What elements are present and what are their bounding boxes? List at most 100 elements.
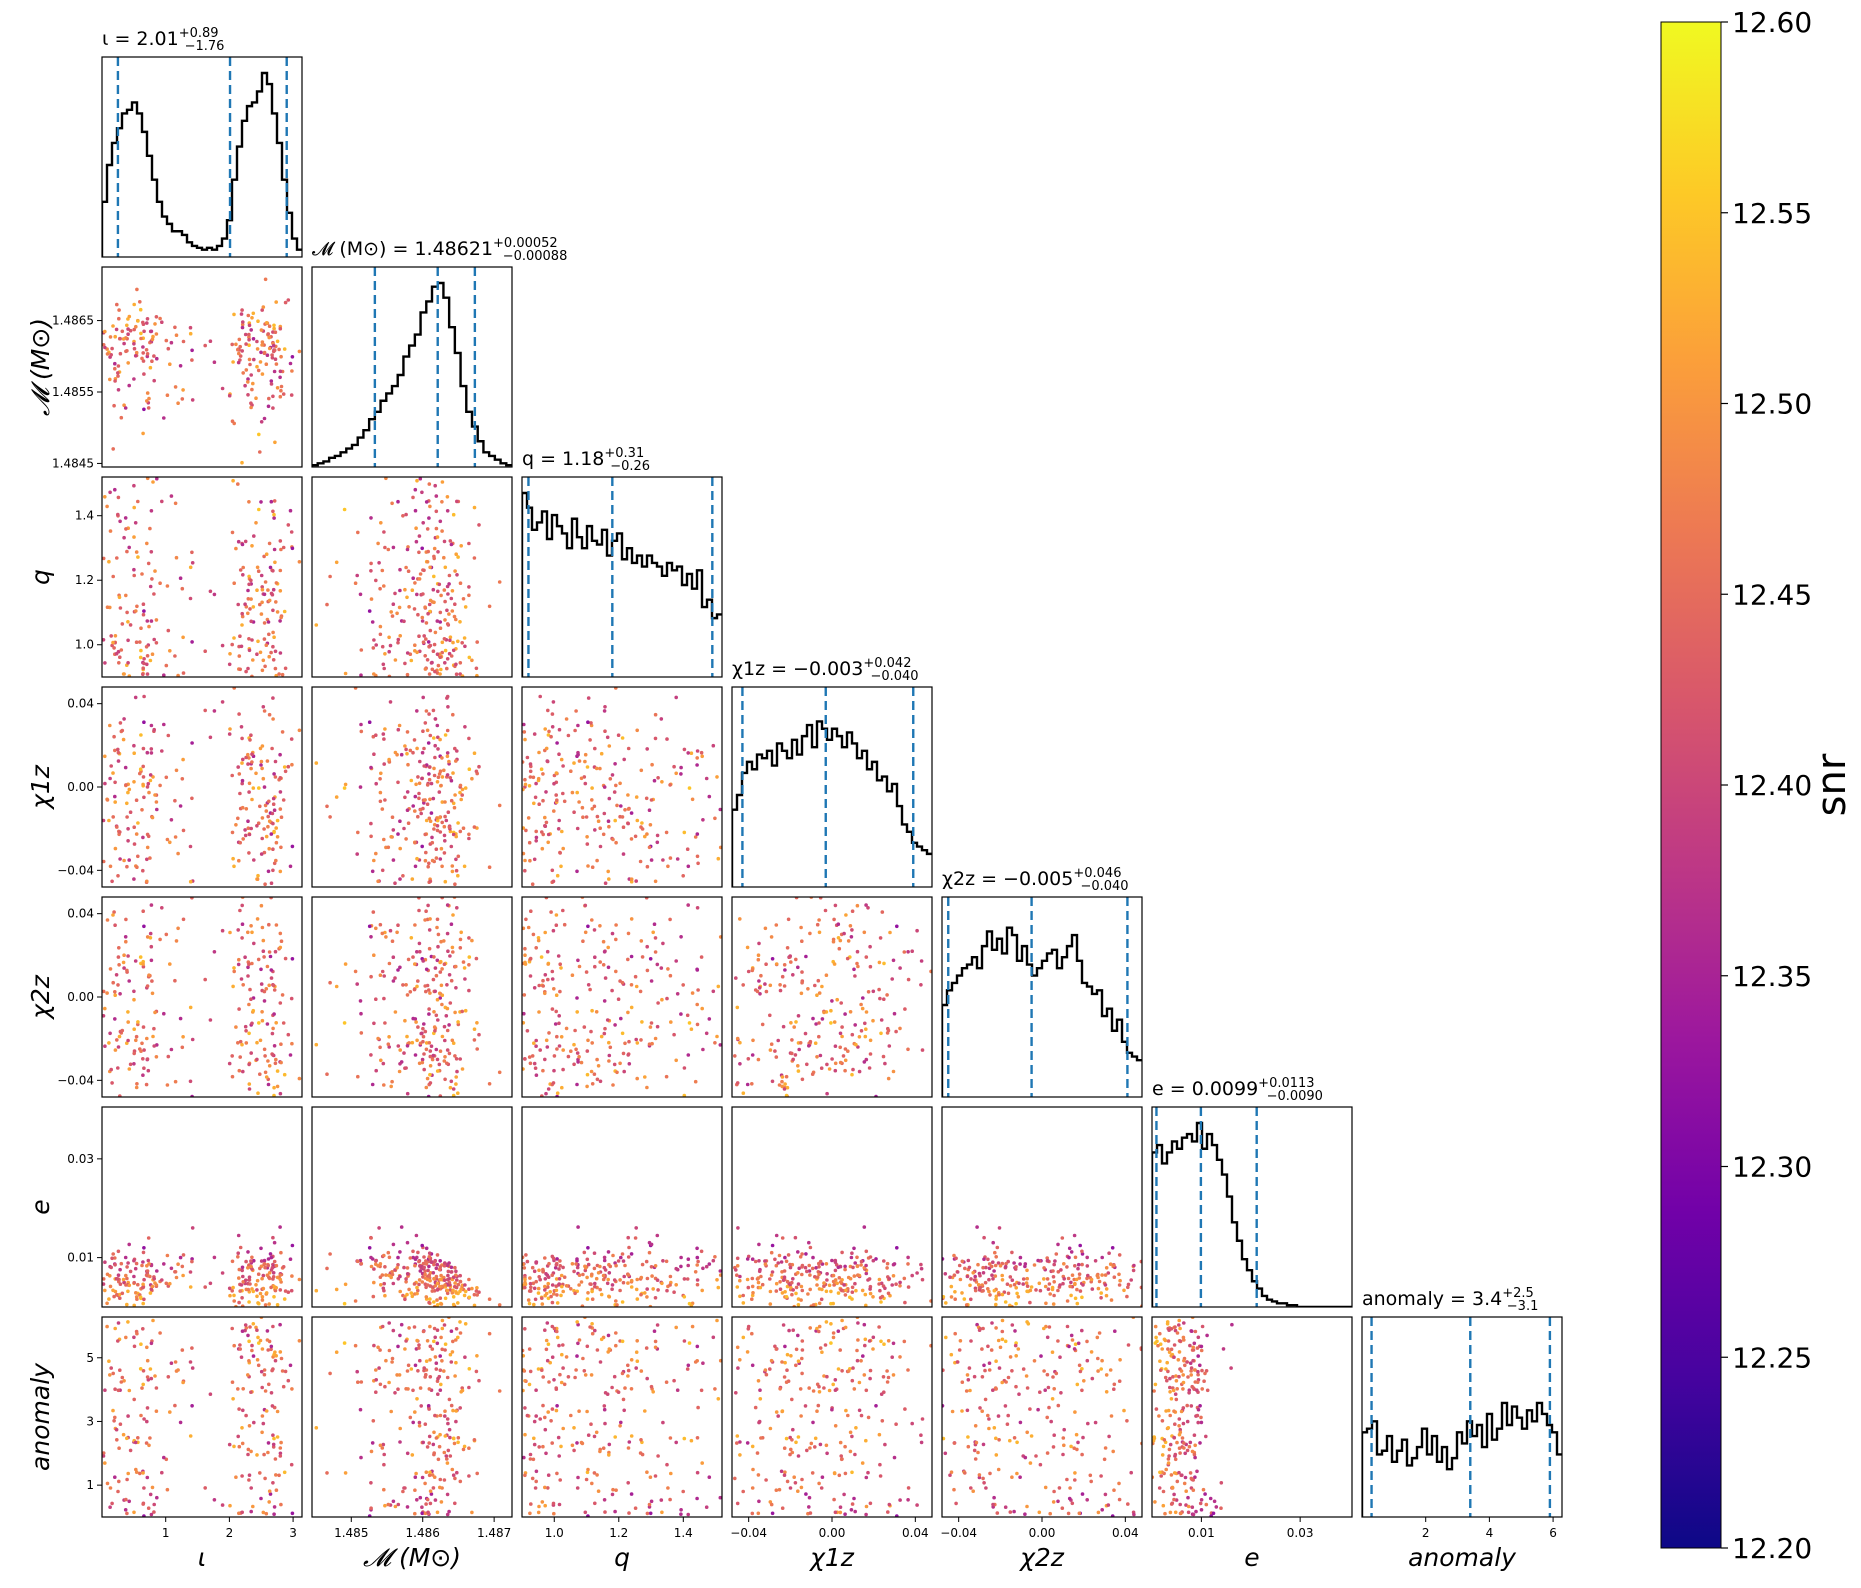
scatter-point <box>864 955 869 959</box>
scatter-point <box>645 968 650 973</box>
scatter-point <box>607 1271 612 1275</box>
scatter-point <box>241 320 245 324</box>
panel-frame <box>311 1316 513 1518</box>
panel-frame <box>941 896 1143 1098</box>
scatter-point <box>396 1344 400 1349</box>
scatter-point <box>396 780 400 785</box>
scatter-point <box>122 403 126 408</box>
scatter-point <box>433 1284 438 1288</box>
scatter-point <box>696 861 700 866</box>
scatter-point <box>438 1049 443 1053</box>
scatter-point <box>413 864 418 869</box>
scatter-point <box>690 991 695 995</box>
scatter-point <box>885 1266 889 1270</box>
scatter-point <box>248 1325 252 1329</box>
scatter-point <box>148 365 153 370</box>
scatter-point <box>274 581 279 585</box>
scatter-point <box>325 602 329 607</box>
scatter-point <box>992 1288 997 1293</box>
scatter-point <box>427 1255 432 1259</box>
scatter-point <box>391 1328 396 1333</box>
scatter-point <box>590 1041 594 1045</box>
scatter-point <box>1118 1278 1122 1283</box>
scatter-point <box>141 351 145 355</box>
scatter-point <box>689 1438 694 1443</box>
scatter-point <box>614 969 618 974</box>
scatter-point <box>428 1324 432 1329</box>
scatter-point <box>532 732 537 736</box>
scatter-point <box>258 804 262 809</box>
scatter-point <box>234 823 238 827</box>
scatter-point <box>686 1053 691 1057</box>
scatter-point <box>426 1268 430 1273</box>
scatter-point <box>442 1278 447 1282</box>
scatter-point <box>603 1391 608 1395</box>
scatter-point <box>830 999 834 1003</box>
scatter-point <box>404 837 408 841</box>
scatter-point <box>984 1265 988 1270</box>
scatter-point <box>240 936 244 940</box>
scatter-point <box>138 767 143 771</box>
scatter-point <box>550 1407 555 1411</box>
panel-frame <box>101 1316 303 1518</box>
scatter-point <box>111 913 115 917</box>
scatter-point <box>109 1265 113 1270</box>
scatter-point <box>431 708 436 713</box>
scatter-point <box>433 1029 437 1033</box>
scatter-point <box>415 950 419 954</box>
x-tick-label: 1.485 <box>334 1526 368 1540</box>
scatter-point <box>585 842 590 846</box>
scatter-point <box>614 1488 618 1492</box>
scatter-point <box>449 844 454 849</box>
scatter-point <box>430 835 434 840</box>
scatter-point <box>110 879 114 884</box>
scatter-point <box>877 1277 882 1282</box>
scatter-point <box>260 1276 264 1281</box>
scatter-point <box>405 1034 409 1039</box>
scatter-point <box>623 808 627 812</box>
scatter-point <box>448 1352 453 1357</box>
scatter-point <box>929 1299 932 1303</box>
scatter-point <box>122 953 126 957</box>
scatter-point <box>271 868 275 873</box>
scatter-point <box>593 1501 597 1506</box>
scatter-point <box>116 955 121 959</box>
scatter-point <box>534 839 538 843</box>
scatter-point <box>132 1335 136 1340</box>
scatter-point <box>279 939 284 943</box>
scatter-point <box>393 881 397 885</box>
scatter-point <box>472 1038 477 1042</box>
scatter-point <box>815 1055 819 1059</box>
scatter-point <box>374 1259 378 1263</box>
scatter-point <box>118 1296 122 1300</box>
scatter-point <box>445 754 450 759</box>
scatter-point <box>575 1486 580 1490</box>
scatter-point <box>472 505 477 510</box>
scatter-point <box>467 963 471 967</box>
scatter-point <box>487 865 492 869</box>
scatter-point <box>453 602 457 606</box>
scatter-point <box>410 1040 415 1045</box>
scatter-point <box>960 1291 964 1295</box>
scatter-point <box>599 1034 604 1039</box>
scatter-point <box>993 1274 998 1278</box>
scatter-point <box>145 1269 150 1273</box>
scatter-point <box>861 1354 865 1358</box>
scatter-point <box>605 735 610 740</box>
scatter-point <box>265 1273 270 1277</box>
scatter-point <box>247 1473 252 1477</box>
scatter-point <box>404 1277 408 1281</box>
scatter-point <box>241 1274 245 1279</box>
scatter-point <box>1089 1277 1094 1282</box>
scatter-point <box>800 1252 804 1256</box>
scatter-point <box>779 1469 784 1474</box>
scatter-point <box>237 1511 241 1516</box>
scatter-point <box>645 944 649 949</box>
scatter-point <box>915 928 919 933</box>
scatter-point <box>260 1347 265 1351</box>
scatter-point <box>240 308 244 312</box>
scatter-point <box>136 1020 140 1024</box>
panel-frame <box>311 896 513 1098</box>
scatter-point <box>398 634 403 638</box>
scatter-point <box>718 1495 722 1500</box>
